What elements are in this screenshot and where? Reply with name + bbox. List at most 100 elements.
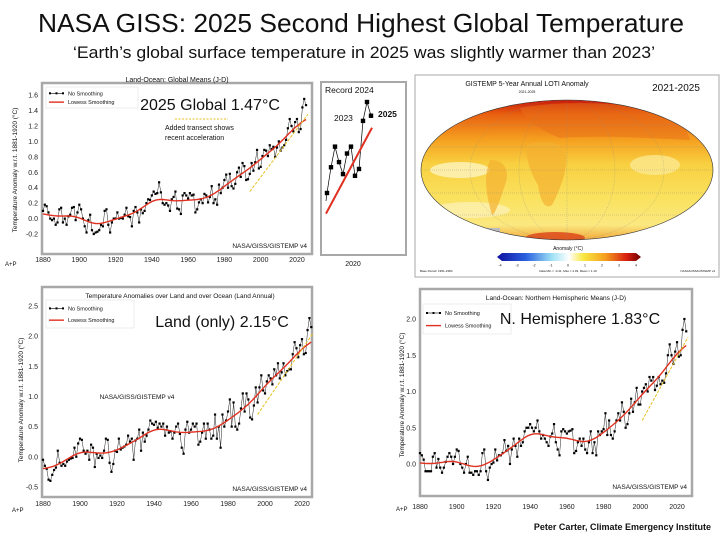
data-point	[61, 221, 65, 224]
y-tick-label: 0.0	[28, 216, 38, 223]
data-point	[473, 470, 477, 473]
data-point	[205, 194, 208, 197]
data-point	[45, 467, 48, 470]
data-point	[569, 429, 572, 432]
colorbar	[497, 253, 641, 261]
data-point	[270, 148, 273, 151]
chart-northern-hemisphere: 0.0 0.5 1.0 1.5 2.0 1880 1900 1920 1940 1960 1980 2…	[406, 287, 694, 511]
data-point	[154, 420, 157, 423]
data-point	[479, 470, 482, 473]
data-point	[611, 437, 614, 440]
data-point	[116, 211, 119, 214]
x-tick-label: 1900	[72, 501, 88, 508]
data-point	[429, 470, 433, 473]
y-tick-label: 1.0	[406, 389, 416, 396]
data-point	[56, 449, 59, 452]
inset-data-point	[352, 173, 358, 179]
y-tick-label: 2.5	[28, 304, 38, 311]
x-tick-label: 2020	[289, 257, 305, 264]
data-point	[43, 464, 46, 467]
data-point	[157, 181, 161, 184]
data-point	[540, 437, 543, 440]
data-point	[300, 338, 304, 341]
slide-subtitle: ‘Earth’s global surface temperature in 2…	[73, 43, 655, 62]
data-point	[263, 392, 267, 395]
data-point	[628, 412, 631, 415]
data-point	[151, 422, 154, 425]
land-source-mid: NASA/GISS/GISTEMP v4	[100, 394, 175, 401]
data-point	[219, 192, 222, 195]
data-point	[182, 452, 185, 455]
global-ylabel: Temperature Anomaly w.r.t. 1881-1920 (°C…	[11, 108, 19, 233]
data-point	[43, 203, 46, 206]
credit: Peter Carter, Climate Emergency Institut…	[534, 522, 711, 532]
data-point	[130, 437, 133, 440]
data-point	[262, 389, 265, 392]
data-point	[422, 458, 425, 461]
data-point	[165, 202, 168, 205]
data-point	[510, 448, 513, 451]
data-point	[246, 178, 250, 181]
x-tick-label: 1920	[109, 501, 125, 508]
x-tick-label: 1960	[180, 257, 196, 264]
y-tick-label: 2.0	[406, 317, 416, 324]
data-point	[462, 471, 466, 474]
inset-trend-line	[325, 127, 373, 215]
global-source: NASA/GISS/GISTEMP v4	[232, 243, 307, 250]
data-point	[280, 371, 283, 374]
data-point	[58, 208, 61, 211]
data-point	[81, 217, 85, 220]
data-point	[521, 441, 524, 444]
land-chart-title: Temperature Anomalies over Land and over…	[85, 293, 274, 300]
data-point	[228, 172, 231, 175]
data-point	[276, 362, 280, 365]
data-point	[272, 145, 275, 148]
data-point	[679, 354, 682, 357]
data-point	[492, 461, 495, 464]
data-point	[77, 442, 80, 445]
data-point	[431, 455, 434, 458]
inset-label-2025: 2025	[378, 109, 397, 119]
data-point	[65, 223, 68, 226]
data-point	[267, 374, 270, 377]
colorbar-tick-label: -4	[498, 264, 501, 268]
data-point	[71, 456, 74, 460]
data-point	[54, 466, 58, 469]
data-point	[108, 461, 111, 464]
data-point	[595, 454, 598, 457]
data-point	[102, 449, 106, 452]
data-point	[519, 444, 523, 447]
data-point	[230, 185, 233, 188]
data-point	[250, 161, 253, 165]
data-point	[652, 375, 655, 379]
data-point	[245, 392, 248, 395]
data-point	[274, 155, 277, 158]
data-point	[101, 456, 104, 460]
data-point	[560, 430, 563, 433]
data-point	[442, 466, 445, 469]
data-point	[98, 229, 101, 232]
data-point	[138, 221, 141, 224]
data-point	[121, 217, 124, 220]
inset-data-point	[360, 118, 366, 124]
data-point	[302, 353, 305, 356]
data-point	[514, 444, 517, 447]
data-point	[82, 449, 85, 452]
data-point	[287, 368, 291, 371]
data-point	[232, 401, 235, 404]
data-point	[666, 354, 669, 357]
data-point	[172, 195, 175, 199]
data-point	[130, 225, 133, 228]
legend-raw-marker	[49, 307, 51, 310]
legend-raw-marker	[62, 307, 64, 310]
land-callout: Land (only) 2.15°C	[155, 314, 289, 331]
x-tick-label: 1940	[144, 257, 160, 264]
data-point	[637, 403, 640, 406]
data-point	[252, 404, 255, 407]
data-point	[235, 171, 239, 174]
data-point	[221, 413, 224, 416]
data-point	[663, 381, 666, 384]
data-point	[299, 127, 302, 131]
data-point	[299, 344, 302, 347]
data-point	[523, 430, 526, 433]
